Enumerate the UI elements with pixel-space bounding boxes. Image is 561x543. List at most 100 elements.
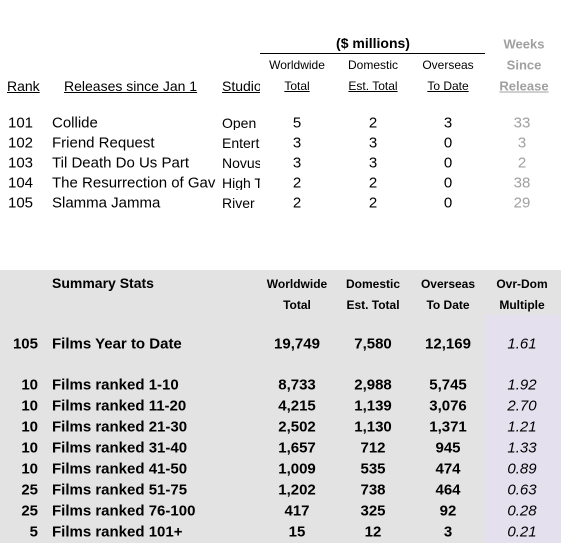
worldwide-header: Worldwide [266, 277, 328, 291]
domestic: 2 [368, 194, 378, 212]
film-count: 10 [21, 376, 38, 394]
weeks: 2 [517, 154, 527, 172]
multiple-header: Ovr-Dom [496, 277, 548, 291]
studio: High T [222, 176, 260, 190]
film-count: 25 [21, 502, 38, 520]
rank: 101 [8, 114, 34, 132]
overseas-header: Overseas [422, 58, 474, 72]
rank: 104 [8, 174, 34, 192]
multiple: 1.21 [507, 418, 537, 436]
film-title: Friend Request [52, 135, 155, 151]
units-header: ($ millions) [336, 35, 410, 51]
domestic: 712 [360, 439, 386, 457]
domestic-header: Domestic [347, 58, 399, 72]
weeks: 29 [513, 194, 531, 212]
units-rule [260, 53, 485, 54]
worldwide: 2,502 [278, 418, 316, 436]
group-label: Films ranked 76-100 [52, 502, 196, 520]
rank: 103 [8, 154, 34, 172]
worldwide-header: Total [284, 79, 310, 93]
domestic-header: Est. Total [346, 298, 400, 312]
multiple: 0.21 [507, 523, 537, 541]
worldwide: 19,749 [274, 335, 320, 353]
overseas: 945 [435, 439, 461, 457]
worldwide: 4,215 [278, 397, 316, 415]
overseas: 3 [443, 523, 453, 541]
film-count: 10 [21, 439, 38, 457]
worldwide: 8,733 [278, 376, 316, 394]
overseas: 0 [443, 154, 453, 172]
film-title: Til Death Do Us Part [52, 155, 189, 171]
worldwide: 15 [288, 523, 306, 541]
multiple: 0.89 [507, 460, 537, 478]
group-label: Films ranked 41-50 [52, 460, 188, 478]
domestic: 3 [368, 134, 378, 152]
worldwide-header: Total [283, 298, 311, 312]
weeks: 38 [513, 174, 531, 192]
summary-background [0, 270, 561, 543]
studio: Novus [222, 156, 260, 170]
since-header: Since [506, 57, 542, 73]
group-label: Films ranked 21-30 [52, 418, 188, 436]
overseas: 474 [435, 460, 461, 478]
weeks: 33 [513, 114, 531, 132]
film-count: 105 [12, 335, 38, 353]
overseas: 3,076 [429, 397, 467, 415]
overseas: 1,371 [429, 418, 467, 436]
release-header: Release [499, 78, 549, 94]
group-label: Films ranked 1-10 [52, 376, 179, 394]
film-title: Slamma Jamma [52, 195, 161, 211]
worldwide: 3 [292, 154, 302, 172]
overseas: 0 [443, 174, 453, 192]
film-count: 25 [21, 481, 38, 499]
worldwide: 417 [284, 502, 310, 520]
film-title: Collide [52, 115, 98, 131]
film-count: 10 [21, 397, 38, 415]
weeks-header: Weeks [503, 36, 545, 52]
domestic: 325 [360, 502, 386, 520]
multiple: 0.28 [507, 502, 537, 520]
studio-header: Studio [222, 79, 260, 93]
overseas: 464 [435, 481, 461, 499]
domestic: 738 [360, 481, 386, 499]
group-label: Films ranked 11-20 [52, 397, 187, 415]
domestic: 7,580 [354, 335, 392, 353]
domestic: 12 [364, 523, 382, 541]
weeks: 3 [517, 134, 527, 152]
multiple-column-background [485, 315, 561, 543]
worldwide: 3 [292, 134, 302, 152]
overseas: 0 [443, 134, 453, 152]
domestic: 2 [368, 114, 378, 132]
group-label: Films ranked 31-40 [52, 439, 188, 457]
overseas-header: To Date [427, 79, 469, 93]
worldwide: 2 [292, 194, 302, 212]
overseas: 5,745 [429, 376, 467, 394]
worldwide: 1,657 [278, 439, 316, 457]
worldwide: 5 [292, 114, 302, 132]
rank-header: Rank [7, 78, 40, 94]
summary-title: Summary Stats [52, 275, 154, 291]
multiple: 1.61 [507, 335, 537, 353]
multiple: 2.70 [507, 397, 537, 415]
overseas: 12,169 [425, 335, 471, 353]
group-label: Films Year to Date [52, 335, 182, 353]
rank: 105 [8, 194, 34, 212]
studio: Open [222, 116, 257, 130]
domestic: 2,988 [354, 376, 392, 394]
domestic: 1,139 [354, 397, 392, 415]
group-label: Films ranked 101+ [52, 523, 183, 541]
domestic: 1,130 [354, 418, 392, 436]
overseas: 3 [443, 114, 453, 132]
rank: 102 [8, 134, 34, 152]
overseas: 0 [443, 194, 453, 212]
group-label: Films ranked 51-75 [52, 481, 188, 499]
worldwide-header: Worldwide [269, 58, 325, 72]
overseas-header: Overseas [420, 277, 476, 291]
overseas: 92 [439, 502, 457, 520]
film-count: 10 [21, 418, 38, 436]
worldwide: 1,009 [278, 460, 316, 478]
domestic-header: Est. Total [348, 79, 398, 93]
multiple: 1.33 [507, 439, 537, 457]
film-count: 10 [21, 460, 38, 478]
